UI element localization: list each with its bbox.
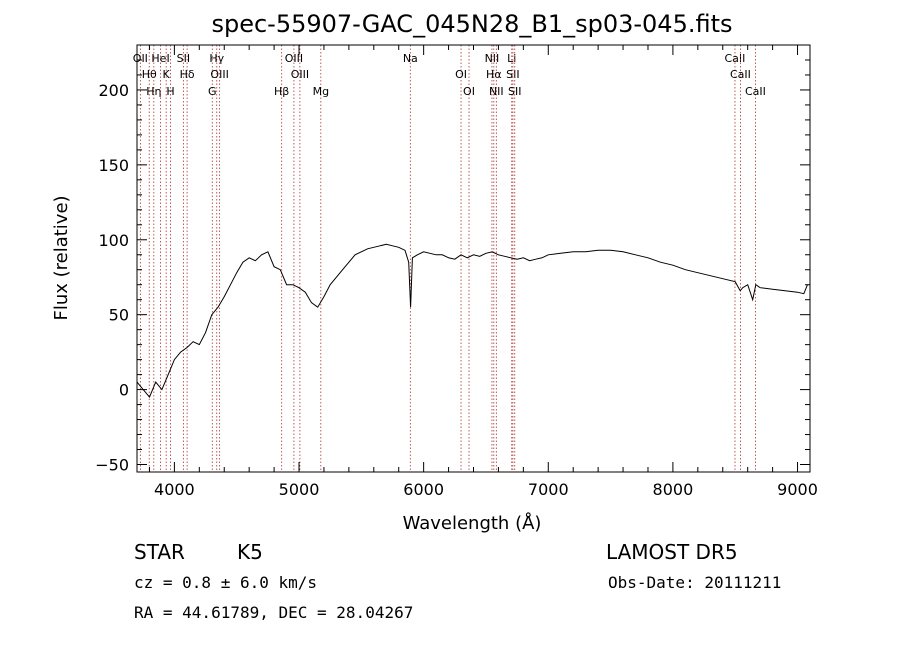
line-label: Hγ bbox=[209, 52, 224, 65]
redshift-cz: cz = 0.8 ± 6.0 km/s bbox=[134, 573, 318, 592]
line-label: Mg bbox=[313, 85, 329, 98]
y-tick-label: 50 bbox=[109, 306, 129, 325]
object-subclass: K5 bbox=[237, 540, 263, 564]
plot-axes: 4000 5000 6000 7000 8000 9000 −50 0 50 100 150 200 bbox=[95, 44, 818, 499]
line-label: Hη bbox=[146, 85, 161, 98]
line-label: SII bbox=[508, 85, 521, 98]
line-label: Hδ bbox=[180, 68, 195, 81]
line-label: CaII bbox=[745, 85, 766, 98]
line-label: NII bbox=[489, 85, 504, 98]
line-label: OIII bbox=[210, 68, 228, 81]
line-label: K bbox=[163, 68, 171, 81]
line-label: OII bbox=[133, 52, 148, 65]
line-label: G bbox=[208, 85, 217, 98]
line-label: CaII bbox=[725, 52, 746, 65]
line-label: H bbox=[166, 85, 174, 98]
x-tick-label: 7000 bbox=[528, 480, 569, 499]
object-class-value: STAR bbox=[134, 540, 185, 564]
y-axis-label: Flux (relative) bbox=[51, 195, 72, 320]
object-class: STAR bbox=[134, 540, 185, 564]
line-label: OIII bbox=[285, 52, 303, 65]
observation-date: Obs-Date: 20111211 bbox=[608, 573, 782, 592]
emission-line-markers: OIIHθHηHeIKHSIIHδGHγOIIIHβOIIIOIIIMgNaOI… bbox=[133, 45, 766, 472]
x-tick-label: 4000 bbox=[154, 480, 195, 499]
x-tick-label: 8000 bbox=[653, 480, 694, 499]
chart-title: spec-55907-GAC_045N28_B1_sp03-045.fits bbox=[211, 10, 732, 38]
x-tick-label: 5000 bbox=[279, 480, 320, 499]
x-axis-label: Wavelength (Å) bbox=[403, 512, 542, 534]
y-tick-label: 150 bbox=[98, 156, 129, 175]
y-tick-label: 200 bbox=[98, 81, 129, 100]
line-label: Hθ bbox=[142, 68, 157, 81]
x-tick-label: 9000 bbox=[777, 480, 818, 499]
line-label: Na bbox=[403, 52, 418, 65]
line-label: HeI bbox=[151, 52, 169, 65]
line-label: Li bbox=[507, 52, 516, 65]
plot-frame bbox=[136, 44, 811, 473]
line-label: OI bbox=[455, 68, 467, 81]
spectrum-line bbox=[136, 243, 808, 399]
line-label: SII bbox=[177, 52, 190, 65]
coordinates: RA = 44.61789, DEC = 28.04267 bbox=[134, 603, 414, 622]
line-label: OIII bbox=[291, 68, 309, 81]
line-label: NII bbox=[485, 52, 500, 65]
y-tick-label: 100 bbox=[98, 231, 129, 250]
line-label: CaII bbox=[730, 68, 751, 81]
spectrum-series bbox=[136, 243, 808, 399]
x-tick-label: 6000 bbox=[403, 480, 444, 499]
line-label: Hβ bbox=[274, 85, 289, 98]
line-label: OI bbox=[463, 85, 475, 98]
y-tick-label: 0 bbox=[119, 381, 129, 400]
data-release: LAMOST DR5 bbox=[606, 540, 738, 564]
y-tick-label: −50 bbox=[95, 456, 129, 475]
line-label: SII bbox=[506, 68, 519, 81]
line-label: Hα bbox=[486, 68, 502, 81]
object-subclass-value: K5 bbox=[237, 540, 263, 564]
